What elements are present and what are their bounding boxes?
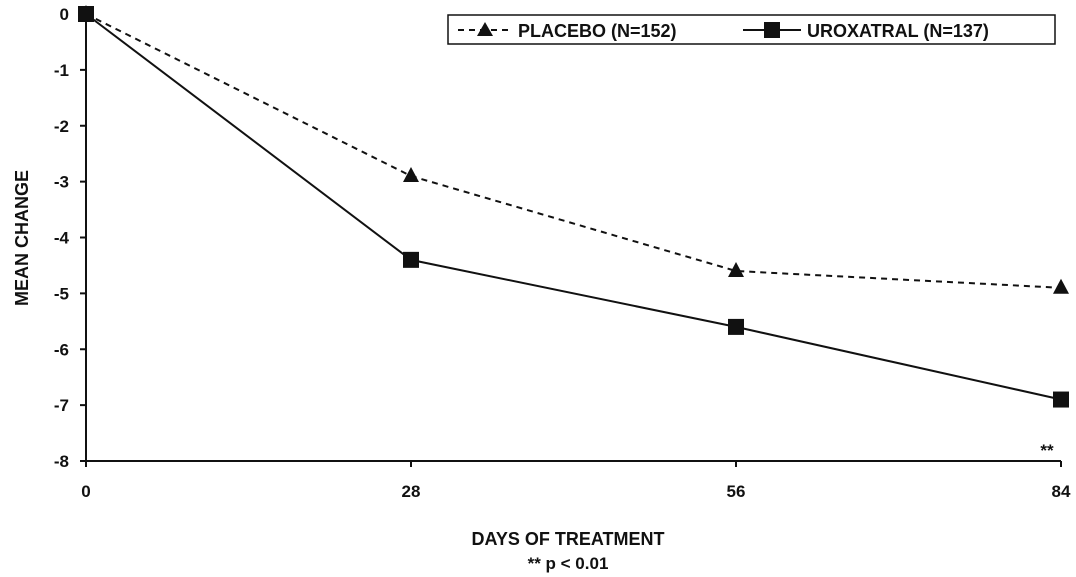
x-tick-label: 28: [402, 482, 421, 501]
x-tick-label: 0: [81, 482, 90, 501]
y-tick-label: -2: [54, 117, 69, 136]
placebo-point: [1053, 278, 1069, 294]
legend-uroxatral-marker: [764, 22, 780, 38]
legend: PLACEBO (N=152) UROXATRAL (N=137): [447, 14, 1056, 45]
uroxatral-series-line: [85, 13, 1062, 401]
y-tick-label: -1: [54, 61, 69, 80]
placebo-point: [403, 167, 419, 183]
legend-placebo-label: PLACEBO (N=152): [518, 21, 677, 41]
legend-placebo-marker: [477, 22, 493, 36]
y-tick-label: -7: [54, 396, 69, 415]
x-axis-label: DAYS OF TREATMENT: [471, 529, 664, 549]
uroxatral-point: [1053, 391, 1069, 408]
uroxatral-point: [403, 251, 419, 268]
x-tick-label: 84: [1052, 482, 1071, 501]
y-ticks: 0 -1 -2 -3 -4 -5 -6 -7 -8: [54, 5, 86, 471]
uroxatral-point: [78, 6, 94, 22]
significance-annotation: **: [1040, 441, 1054, 460]
y-tick-label: -3: [54, 173, 69, 192]
placebo-series-line: [85, 13, 1062, 289]
significance-footnote: ** p < 0.01: [528, 554, 609, 573]
y-axis-label: MEAN CHANGE: [12, 170, 32, 306]
y-tick-label: -4: [54, 229, 70, 248]
legend-uroxatral-label: UROXATRAL (N=137): [807, 21, 989, 41]
x-tick-label: 56: [727, 482, 746, 501]
uroxatral-point: [728, 318, 744, 335]
series-lines: [85, 13, 1062, 401]
series-markers: [78, 5, 1069, 408]
y-tick-label: -6: [54, 340, 69, 359]
x-ticks: 0 28 56 84: [81, 461, 1071, 501]
y-tick-label: -8: [54, 452, 69, 471]
y-tick-label: 0: [60, 5, 69, 24]
placebo-point: [728, 262, 744, 278]
axes: [85, 14, 1061, 462]
y-tick-label: -5: [54, 284, 69, 303]
